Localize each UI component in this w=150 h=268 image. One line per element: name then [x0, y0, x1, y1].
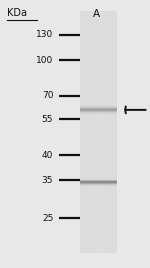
Bar [80, 114, 117, 115]
Bar [80, 111, 117, 112]
Bar [80, 107, 117, 108]
Text: 40: 40 [42, 151, 53, 160]
Text: 70: 70 [42, 91, 53, 100]
Bar [104, 11, 106, 253]
Bar [102, 11, 104, 253]
Bar [80, 113, 117, 114]
Bar [80, 106, 117, 107]
Text: 25: 25 [42, 214, 53, 223]
Bar [91, 11, 93, 253]
Text: 130: 130 [36, 30, 53, 39]
Bar [99, 11, 100, 253]
Bar [89, 11, 91, 253]
Bar [80, 104, 117, 105]
Bar [84, 11, 86, 253]
Text: A: A [92, 9, 100, 19]
Bar [106, 11, 108, 253]
Bar [80, 11, 117, 253]
Bar [80, 11, 82, 253]
Bar [80, 110, 117, 111]
Bar [80, 108, 117, 109]
Bar [88, 11, 89, 253]
Bar [97, 11, 99, 253]
Bar [80, 112, 117, 113]
Bar [82, 11, 84, 253]
Bar [86, 11, 88, 253]
Text: 55: 55 [42, 115, 53, 124]
Bar [115, 11, 117, 253]
Bar [113, 11, 115, 253]
Bar [80, 109, 117, 110]
Text: KDa: KDa [7, 8, 27, 18]
Bar [110, 11, 111, 253]
Text: 35: 35 [42, 176, 53, 185]
Bar [100, 11, 102, 253]
Bar [111, 11, 113, 253]
Bar [95, 11, 97, 253]
Text: 100: 100 [36, 56, 53, 65]
Bar [93, 11, 95, 253]
Bar [80, 105, 117, 106]
Bar [108, 11, 110, 253]
